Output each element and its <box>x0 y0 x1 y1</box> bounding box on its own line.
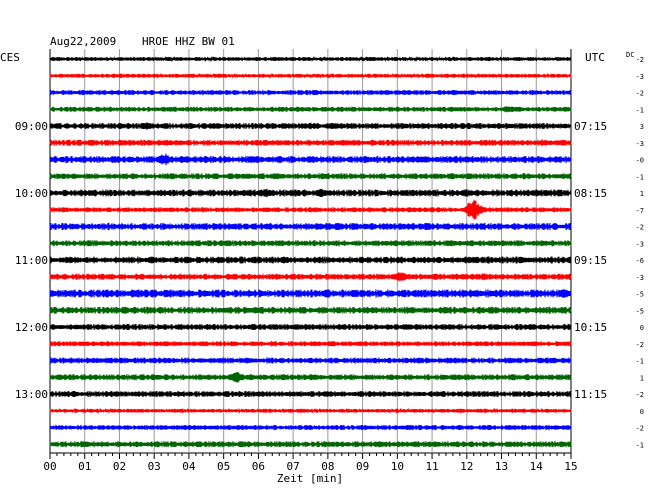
dc-offset-label: -6 <box>636 257 644 265</box>
dc-offset-label: -3 <box>636 240 644 248</box>
trace-row-2 <box>49 89 572 96</box>
dc-offset-label: 0 <box>640 324 644 332</box>
dc-offset-label: 0 <box>640 408 644 416</box>
trace-row-7 <box>49 173 572 180</box>
seismic-traces <box>49 55 572 448</box>
dc-offset-label: -1 <box>636 173 644 181</box>
trace-row-4 <box>49 122 572 130</box>
right-time-label: 10:15 <box>574 321 607 334</box>
trace-row-9 <box>49 199 572 220</box>
trace-row-21 <box>49 407 572 414</box>
left-time-labels: 09:00 10:00 11:00 12:00 13:00 <box>15 120 48 401</box>
right-time-label: 07:15 <box>574 120 607 133</box>
dc-offset-label: -3 <box>636 140 644 148</box>
dc-offset-labels: -2 -3 -2 -1 3 -3 -0 -1 1 -7 -2 -3 -6 -3 -5 -5 0 -2 -1 1 -2 0 -… <box>636 56 644 449</box>
x-tick-label: 13 <box>495 460 508 473</box>
trace-row-6 <box>49 153 572 166</box>
dc-offset-header: DC <box>626 51 634 59</box>
dc-offset-label: -1 <box>636 441 644 449</box>
dc-offset-label: -7 <box>636 207 644 215</box>
x-tick-label: 15 <box>564 460 577 473</box>
trace-row-10 <box>49 222 572 231</box>
trace-row-22 <box>49 424 572 431</box>
station-label: HROE HHZ BW 01 <box>142 35 235 48</box>
trace-row-17 <box>49 341 572 347</box>
dc-offset-label: -1 <box>636 106 644 114</box>
dc-offset-label: -0 <box>636 157 644 165</box>
dc-offset-label: -2 <box>636 425 644 433</box>
left-time-label: 11:00 <box>15 254 48 267</box>
dc-offset-label: -3 <box>636 73 644 81</box>
trace-row-13 <box>49 272 572 282</box>
date-label: Aug22,2009 <box>50 35 116 48</box>
right-timezone-label: UTC <box>585 51 605 64</box>
x-tick-label: 08 <box>321 460 334 473</box>
right-time-label: 09:15 <box>574 254 607 267</box>
right-time-label: 11:15 <box>574 388 607 401</box>
dc-offset-label: -5 <box>636 307 644 315</box>
x-tick-label: 00 <box>43 460 56 473</box>
minute-gridlines <box>84 49 537 453</box>
trace-row-11 <box>49 240 572 247</box>
dc-offset-label: -2 <box>636 56 644 64</box>
dc-offset-label: -2 <box>636 90 644 98</box>
trace-row-23 <box>49 441 572 448</box>
x-axis-label: Zeit [min] <box>277 472 343 485</box>
x-tick-label: 04 <box>182 460 196 473</box>
dc-offset-label: -1 <box>636 358 644 366</box>
x-tick-label: 02 <box>113 460 126 473</box>
dc-offset-label: -2 <box>636 341 644 349</box>
left-time-label: 13:00 <box>15 388 48 401</box>
trace-row-8 <box>49 188 572 198</box>
trace-row-15 <box>49 306 572 314</box>
trace-row-19 <box>49 371 572 383</box>
dc-offset-label: 1 <box>640 374 644 382</box>
trace-row-18 <box>49 357 572 364</box>
x-tick-label: 01 <box>78 460 91 473</box>
x-tick-label: 12 <box>460 460 473 473</box>
dc-offset-label: -2 <box>636 391 644 399</box>
trace-row-0 <box>49 55 572 63</box>
x-tick-label: 03 <box>148 460 161 473</box>
right-time-labels: 07:15 08:15 09:15 10:15 11:15 <box>574 120 607 401</box>
x-axis-ticks: 00 01 02 03 04 05 06 07 08 09 10 11 12 13 14 15 <box>43 453 578 473</box>
x-tick-label: 06 <box>252 460 265 473</box>
left-time-label: 09:00 <box>15 120 48 133</box>
dc-offset-label: 3 <box>640 123 644 131</box>
x-tick-label: 14 <box>530 460 544 473</box>
dc-offset-label: -3 <box>636 274 644 282</box>
trace-row-16 <box>49 323 572 331</box>
trace-row-20 <box>49 390 572 398</box>
x-tick-label: 10 <box>391 460 404 473</box>
left-timezone-label: CES <box>0 51 20 64</box>
trace-row-5 <box>49 139 572 147</box>
trace-row-1 <box>49 72 572 79</box>
right-time-label: 08:15 <box>574 187 607 200</box>
x-tick-label: 11 <box>425 460 438 473</box>
x-tick-label: 09 <box>356 460 369 473</box>
dc-offset-label: -5 <box>636 291 644 299</box>
trace-row-3 <box>49 106 572 113</box>
left-time-label: 12:00 <box>15 321 48 334</box>
trace-row-14 <box>49 288 572 299</box>
dc-offset-label: -2 <box>636 224 644 232</box>
x-tick-label: 05 <box>217 460 230 473</box>
trace-row-12 <box>49 256 572 264</box>
x-tick-label: 07 <box>287 460 300 473</box>
left-time-label: 10:00 <box>15 187 48 200</box>
dc-offset-label: 1 <box>640 190 644 198</box>
